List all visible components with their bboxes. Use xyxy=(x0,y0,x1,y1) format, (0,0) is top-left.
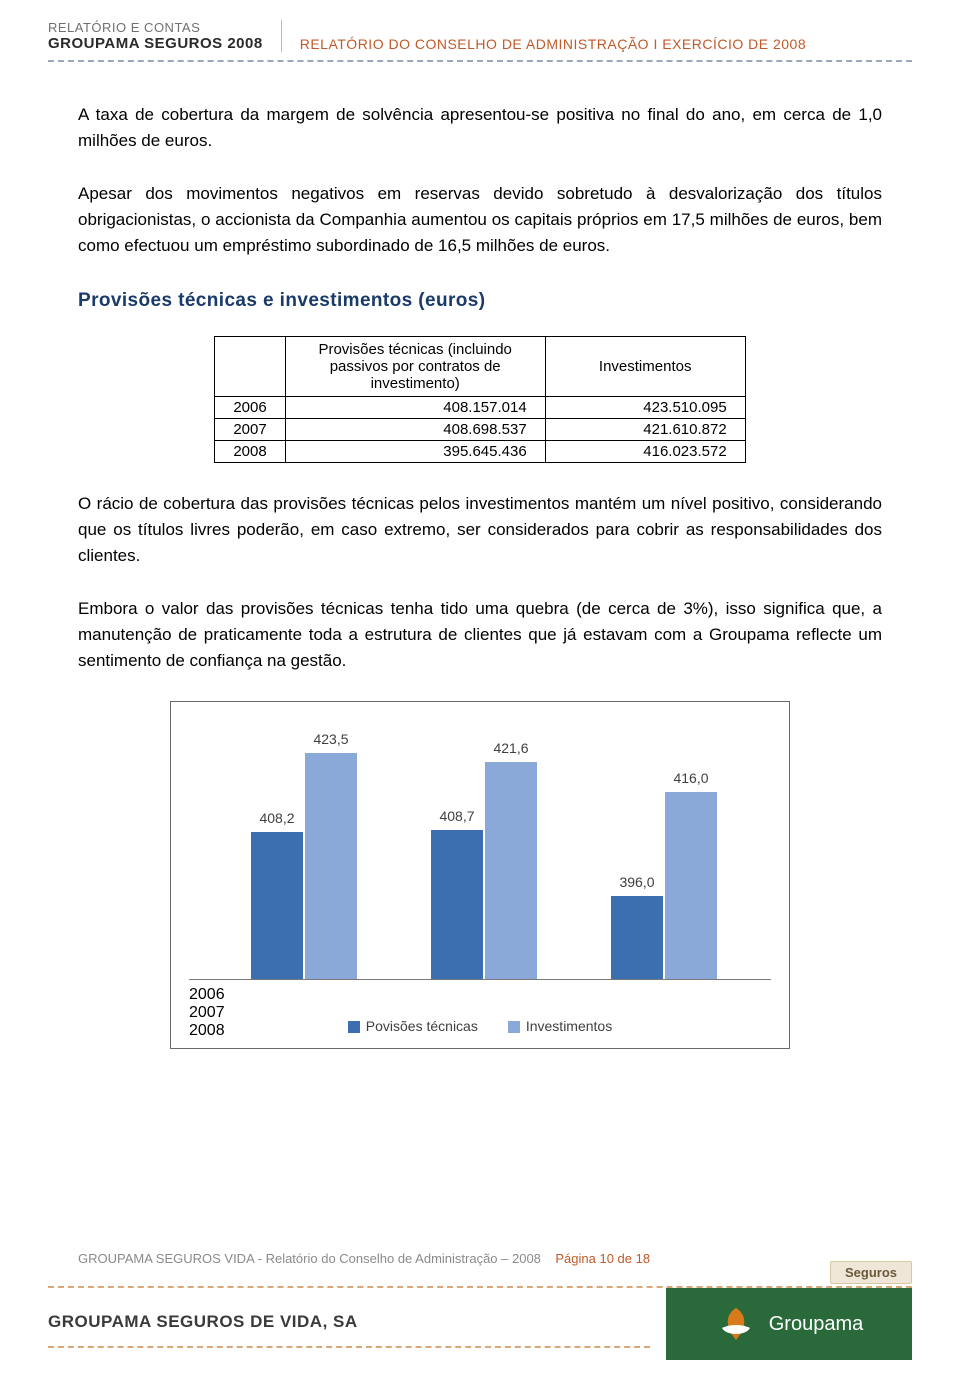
footer-brand: GROUPAMA SEGUROS DE VIDA, SA xyxy=(48,1312,358,1332)
chart-bar-label: 408,2 xyxy=(259,810,294,826)
chart-bar: 421,6 xyxy=(485,762,537,978)
cell-year: 2008 xyxy=(215,440,285,462)
paragraph-4: Embora o valor das provisões técnicas te… xyxy=(78,596,882,675)
table-header-inv: Investimentos xyxy=(545,336,745,396)
chart-group: 396,0416,0 xyxy=(589,792,739,979)
header-right: RELATÓRIO DO CONSELHO DE ADMINISTRAÇÃO I… xyxy=(282,36,912,52)
chart-x-label: 2006 xyxy=(189,986,339,1004)
content: A taxa de cobertura da margem de solvênc… xyxy=(0,62,960,1049)
cell-inv: 416.023.572 xyxy=(545,440,745,462)
bar-chart: 408,2423,5408,7421,6396,0416,0 200620072… xyxy=(170,701,790,1049)
chart-xaxis: 200620072008 xyxy=(189,986,771,1010)
paragraph-2: Apesar dos movimentos negativos em reser… xyxy=(78,181,882,260)
cell-inv: 423.510.095 xyxy=(545,396,745,418)
footer-doc-title: GROUPAMA SEGUROS VIDA - Relatório do Con… xyxy=(78,1251,541,1266)
groupama-logo-text: Groupama xyxy=(769,1313,864,1336)
table-header-blank xyxy=(215,336,285,396)
chart-bar-label: 416,0 xyxy=(673,770,708,786)
chart-x-label: 2008 xyxy=(189,1022,339,1040)
chart-bar-label: 408,7 xyxy=(439,808,474,824)
chart-group: 408,7421,6 xyxy=(409,762,559,978)
cell-prov: 408.698.537 xyxy=(285,418,545,440)
header-subtitle: RELATÓRIO E CONTAS xyxy=(48,20,263,35)
chart-bar-label: 396,0 xyxy=(619,874,654,890)
seguros-badge: Seguros xyxy=(830,1261,912,1284)
legend-item: Investimentos xyxy=(508,1018,612,1034)
chart-bar-label: 423,5 xyxy=(313,731,348,747)
section-title: Provisões técnicas e investimentos (euro… xyxy=(78,290,882,312)
groupama-logo-icon xyxy=(715,1303,757,1345)
data-table: Provisões técnicas (incluindo passivos p… xyxy=(214,336,745,463)
chart-bar: 416,0 xyxy=(665,792,717,979)
table-row: 2008 395.645.436 416.023.572 xyxy=(215,440,745,462)
chart-x-label: 2007 xyxy=(189,1004,339,1022)
paragraph-1: A taxa de cobertura da margem de solvênc… xyxy=(78,102,882,155)
chart-bar-label: 421,6 xyxy=(493,740,528,756)
table-row: 2007 408.698.537 421.610.872 xyxy=(215,418,745,440)
footer-divider-2 xyxy=(48,1346,650,1348)
paragraph-3: O rácio de cobertura das provisões técni… xyxy=(78,491,882,570)
footer-page: Página 10 de 18 xyxy=(555,1251,650,1266)
chart-group: 408,2423,5 xyxy=(229,753,379,979)
chart-bar: 396,0 xyxy=(611,896,663,979)
legend-item: Povisões técnicas xyxy=(348,1018,478,1034)
table-row: 2006 408.157.014 423.510.095 xyxy=(215,396,745,418)
cell-year: 2006 xyxy=(215,396,285,418)
chart-bar: 408,7 xyxy=(431,830,483,979)
legend-swatch xyxy=(348,1021,360,1033)
groupama-logo: Groupama xyxy=(666,1288,912,1360)
page-header: RELATÓRIO E CONTAS GROUPAMA SEGUROS 2008… xyxy=(0,0,960,54)
chart-bar: 423,5 xyxy=(305,753,357,979)
table-header-prov: Provisões técnicas (incluindo passivos p… xyxy=(285,336,545,396)
cell-prov: 395.645.436 xyxy=(285,440,545,462)
legend-swatch xyxy=(508,1021,520,1033)
table-header-row: Provisões técnicas (incluindo passivos p… xyxy=(215,336,745,396)
chart-bar: 408,2 xyxy=(251,832,303,979)
cell-prov: 408.157.014 xyxy=(285,396,545,418)
cell-inv: 421.610.872 xyxy=(545,418,745,440)
cell-year: 2007 xyxy=(215,418,285,440)
chart-plot: 408,2423,5408,7421,6396,0416,0 xyxy=(189,720,771,980)
footer-text: GROUPAMA SEGUROS VIDA - Relatório do Con… xyxy=(78,1251,650,1266)
header-title: GROUPAMA SEGUROS 2008 xyxy=(48,35,263,52)
header-left: RELATÓRIO E CONTAS GROUPAMA SEGUROS 2008 xyxy=(48,20,282,52)
